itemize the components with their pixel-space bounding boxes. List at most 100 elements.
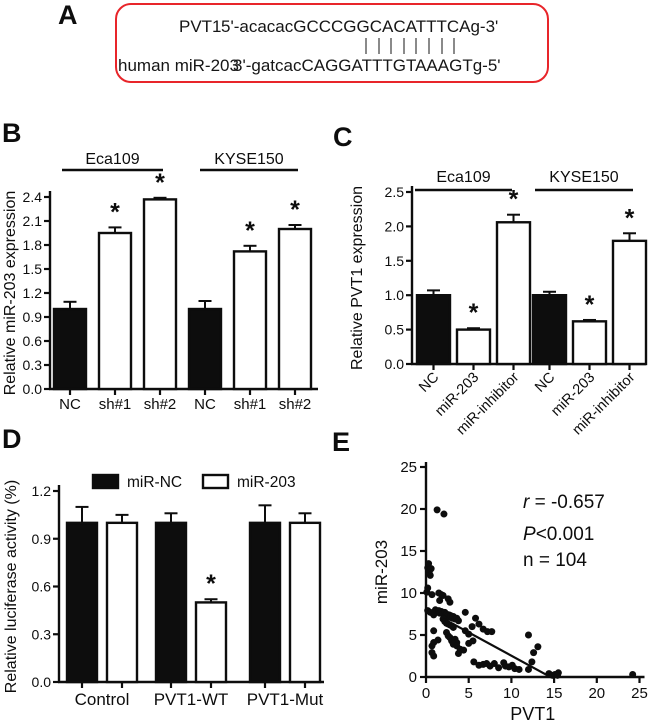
panel-c-label: C [333,122,353,152]
svg-text:1.0: 1.0 [385,287,405,303]
bar [277,227,313,391]
bar [194,601,228,684]
legend: miR-NC miR-203 [91,473,296,491]
correlation-scatter-plot: 0 5 10 15 20 25 0 5 10 15 20 25 r = -0.657 P<0.001 n =… [372,459,648,724]
bars [65,521,322,684]
svg-text:0.6: 0.6 [32,579,52,595]
data-point [428,591,436,599]
svg-text:miR-NC: miR-NC [127,474,182,491]
pairing-bar [440,38,443,54]
data-point [490,660,498,668]
svg-text:KYSE150: KYSE150 [214,151,283,168]
svg-text:*: * [469,299,479,327]
svg-text:0.3: 0.3 [32,626,52,642]
panel-d-label: D [2,424,22,454]
data-point [436,597,444,605]
bar [142,198,178,391]
significance-stars: * * * * [469,186,635,328]
bars [52,198,313,391]
data-point [454,649,462,657]
svg-text:sh#2: sh#2 [144,396,177,413]
svg-text:*: * [110,198,120,226]
data-point [495,664,503,672]
svg-text:n = 104: n = 104 [523,550,587,571]
svg-text:r = -0.657: r = -0.657 [523,492,605,513]
svg-text:PVT1-Mut: PVT1-Mut [247,690,324,709]
bar [415,293,452,366]
scatter-points [423,506,637,679]
bar [495,221,532,366]
group-header: KYSE150 [200,151,298,172]
svg-text:5: 5 [465,685,473,702]
pairing-bar [365,38,367,54]
y-axis-title: Relative PVT1 expression [349,186,366,370]
svg-text:sh#2: sh#2 [279,396,312,413]
mirna-name: human miR-203 [118,56,239,75]
svg-text:*: * [585,291,595,319]
svg-text:Control: Control [75,690,130,709]
svg-text:Eca109: Eca109 [436,169,490,186]
bar [288,521,322,684]
luciferase-activity-bar-chart: 0.0 0.3 0.6 0.9 1.2 * Control PVT1-WT PVT1-Mut mi… [3,473,324,709]
legend-swatch [91,473,120,490]
bar [611,239,648,366]
svg-text:1.5: 1.5 [23,261,43,277]
svg-text:1.8: 1.8 [23,237,43,253]
svg-text:10: 10 [503,685,520,702]
bar [455,328,492,366]
x-axis-title: PVT1 [510,704,555,724]
svg-text:0.0: 0.0 [32,674,52,690]
svg-text:NC: NC [194,396,216,413]
data-point [454,617,462,625]
svg-text:KYSE150: KYSE150 [549,169,618,186]
svg-text:2.1: 2.1 [23,213,43,229]
bar [187,307,223,391]
data-point [460,646,468,654]
bar [531,293,568,366]
pairing-bar [427,38,430,54]
target-gene-name: PVT1 [179,17,222,36]
pairing-bar [453,38,456,54]
sequence-alignment-box: PVT1 5'-acacacGCCCGGCACATTTCAg-3' human … [115,3,549,83]
legend-swatch [201,473,230,490]
y-axis-title: miR-203 [372,540,391,604]
svg-text:0.5: 0.5 [385,322,405,338]
base-pairing-bars [365,38,456,54]
svg-text:0.9: 0.9 [32,531,52,547]
svg-text:15: 15 [400,543,417,560]
pairing-bar [415,38,418,54]
svg-text:0.0: 0.0 [385,356,405,372]
svg-text:0.9: 0.9 [23,309,43,325]
svg-text:*: * [290,196,300,224]
trend-line [452,623,550,678]
svg-text:miR-203: miR-203 [237,474,296,491]
bar [52,307,88,391]
y-axis-title: Relative miR-203 expression [2,191,19,396]
data-point [488,628,496,636]
svg-text:15: 15 [546,685,563,702]
data-point [446,598,454,606]
significance-stars: * * * * [110,169,300,245]
svg-text:*: * [509,186,519,214]
svg-text:20: 20 [400,501,417,518]
svg-text:*: * [245,217,255,245]
svg-text:NC: NC [59,396,81,413]
data-point [469,637,477,645]
bar [154,521,188,684]
svg-text:20: 20 [588,685,605,702]
svg-text:0: 0 [422,685,430,702]
data-point [515,665,523,673]
data-point [629,670,637,678]
panel-b-label: B [2,118,22,148]
panel-e-label: E [332,427,351,457]
svg-text:0.3: 0.3 [23,357,43,373]
data-point [524,665,532,673]
svg-text:1.2: 1.2 [32,483,52,499]
target-sequence: 5'-acacacGCCCGGCACATTTCAg-3' [221,17,499,36]
mirna-sequence: 3'-gatcacCAGGATTTGTAAAGTg-5' [233,56,501,75]
svg-text:P<0.001: P<0.001 [523,524,594,545]
data-point [472,614,480,622]
data-point [428,642,436,650]
